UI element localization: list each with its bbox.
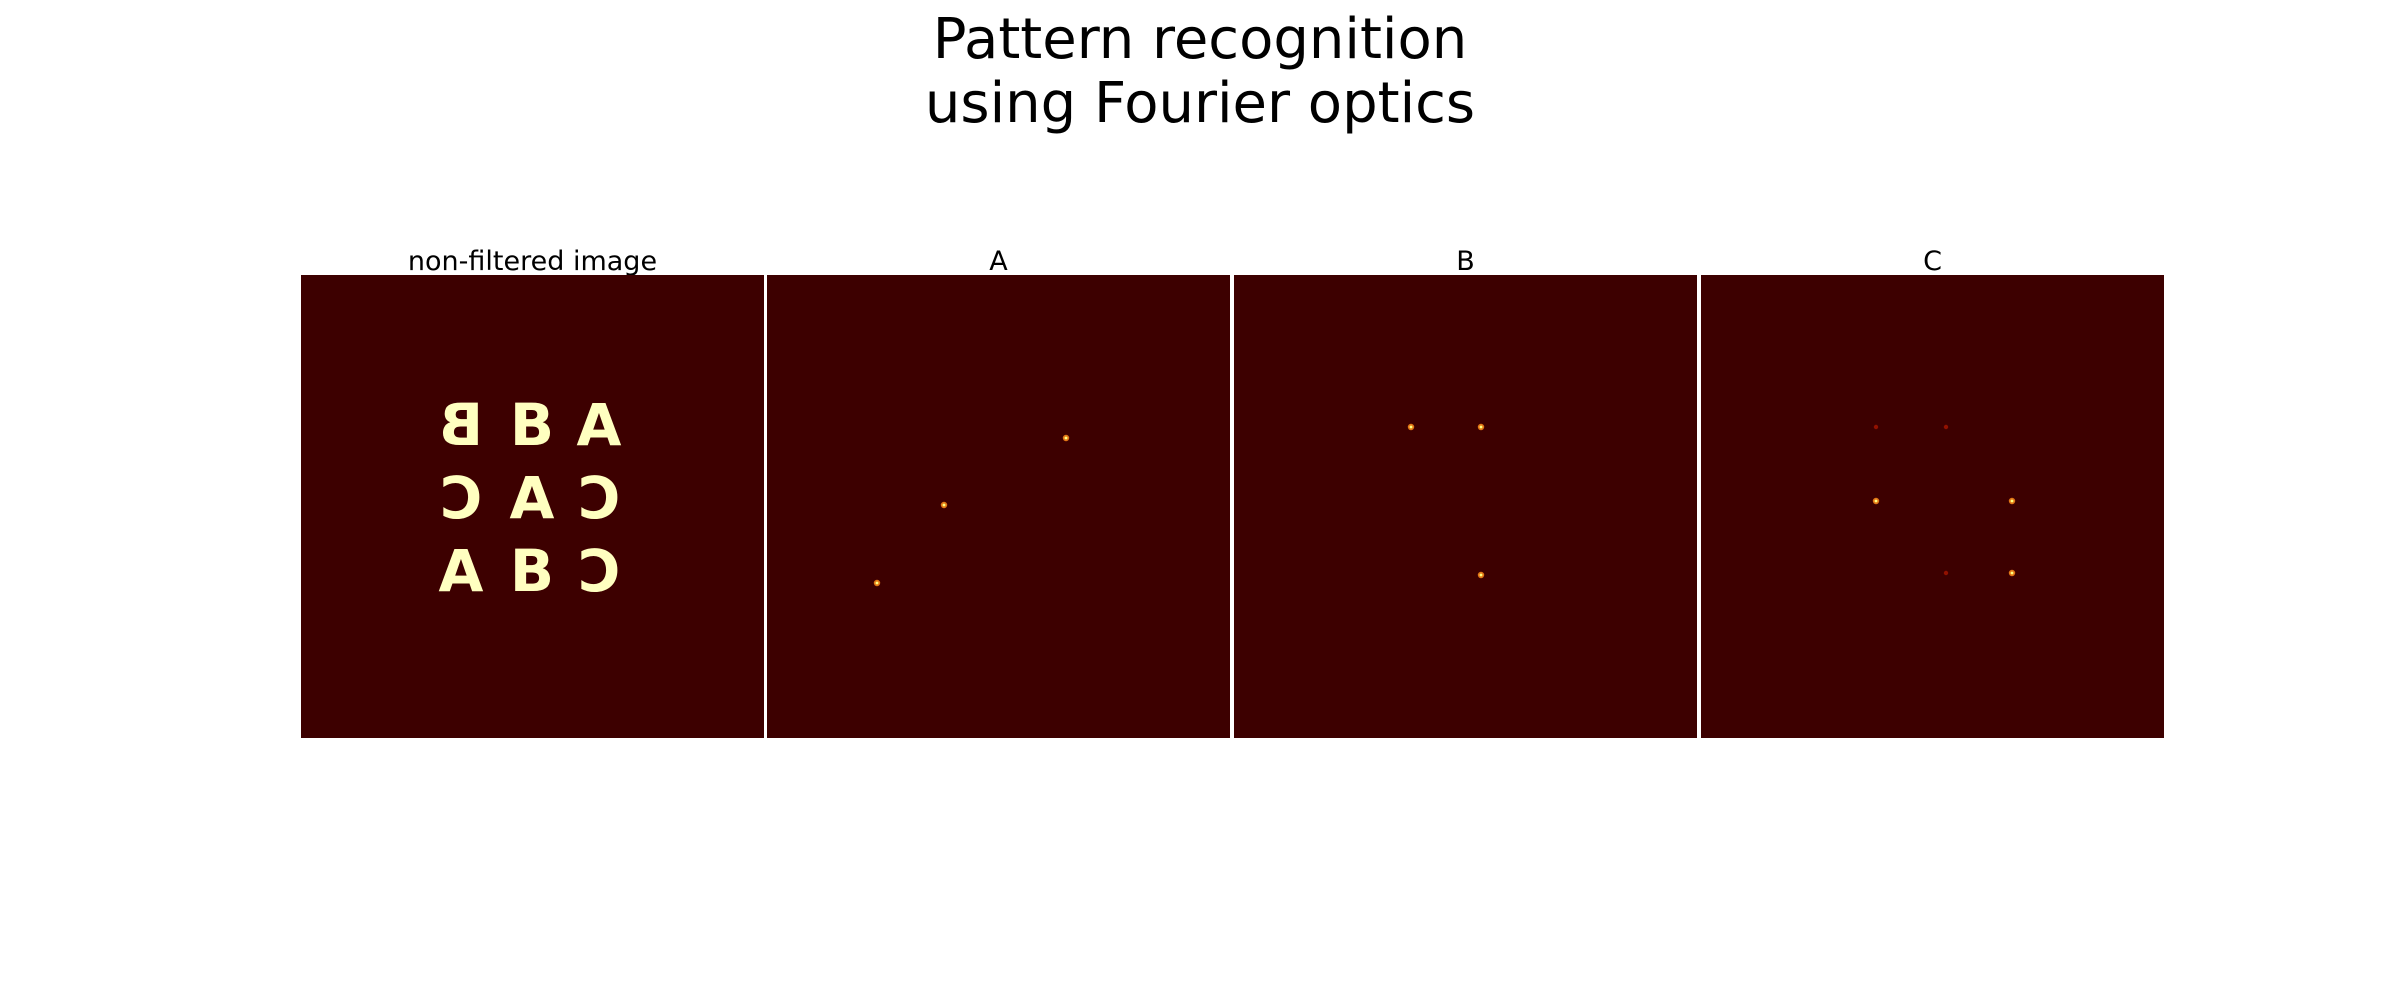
correlation-peak — [2008, 497, 2016, 505]
filter-a-plot — [767, 275, 1230, 738]
correlation-peak — [873, 579, 881, 587]
figure-title: Pattern recognition using Fourier optics — [0, 8, 2400, 136]
image-background — [301, 275, 764, 738]
correlation-peak — [1943, 424, 1949, 430]
filter-b-plot — [1234, 275, 1697, 738]
figure-title-line-2: using Fourier optics — [924, 71, 1476, 136]
letter-glyph: A — [439, 537, 484, 605]
panel-filter-b — [1234, 275, 1697, 738]
letter-glyph: A — [577, 391, 622, 459]
correlation-peak — [940, 501, 948, 509]
correlation-background — [1701, 275, 2164, 738]
correlation-peak — [1873, 424, 1879, 430]
correlation-peak — [1477, 571, 1485, 579]
correlation-peak — [2008, 569, 2016, 577]
correlation-background — [1234, 275, 1697, 738]
panel-title-filter-a: A — [989, 246, 1008, 277]
panel-filter-a — [767, 275, 1230, 738]
correlation-peak — [1407, 423, 1415, 431]
correlation-peak — [1062, 434, 1070, 442]
figure-title-line-1: Pattern recognition — [932, 7, 1468, 72]
letter-glyph: B — [510, 537, 554, 605]
letter-glyph: B — [439, 391, 483, 459]
letter-glyph: C — [578, 537, 621, 605]
letter-glyph: B — [510, 391, 554, 459]
correlation-peak — [1477, 423, 1485, 431]
correlation-peak — [1872, 497, 1880, 505]
panel-filter-c — [1701, 275, 2164, 738]
panel-title-filter-b: B — [1456, 246, 1475, 277]
panel-title-filter-c: C — [1923, 246, 1942, 277]
letter-glyph: C — [578, 464, 621, 532]
non-filtered-image-plot: B B AC A CA B C — [301, 275, 764, 738]
filter-c-plot — [1701, 275, 2164, 738]
correlation-background — [767, 275, 1230, 738]
letter-glyph: A — [510, 464, 555, 532]
correlation-peak — [1943, 570, 1949, 576]
letter-glyph: C — [440, 464, 483, 532]
panel-title-non-filtered: non-filtered image — [407, 246, 658, 277]
